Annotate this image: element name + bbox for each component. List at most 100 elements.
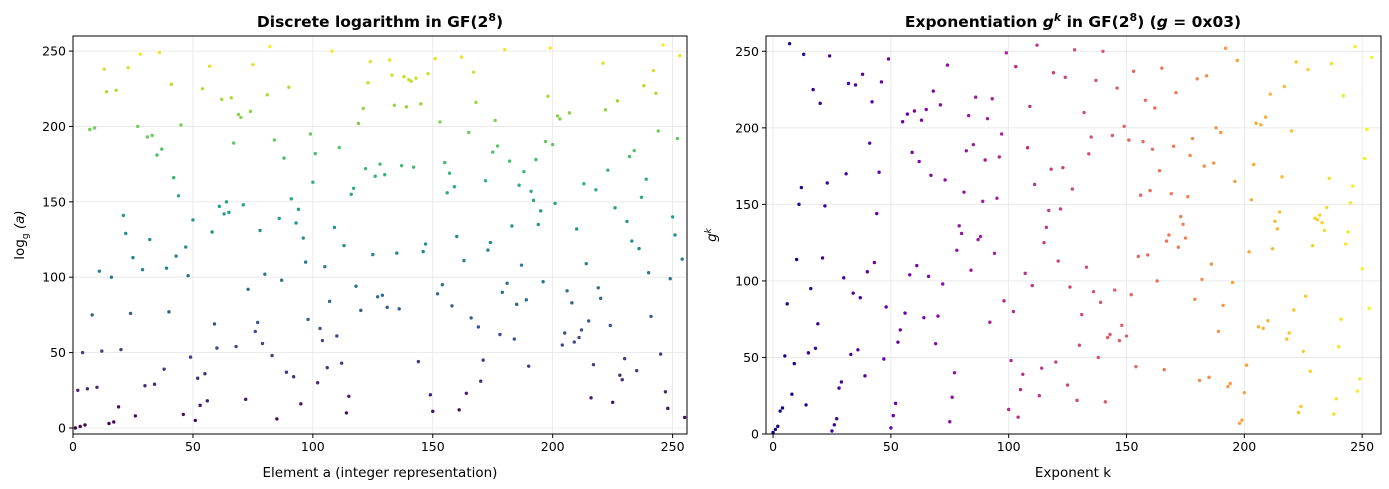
data-point (1183, 236, 1188, 240)
data-point (1160, 66, 1164, 70)
data-point (1318, 213, 1322, 217)
data-point (646, 270, 651, 275)
data-point (1320, 221, 1324, 225)
data-point (1146, 253, 1150, 257)
data-point (776, 424, 780, 429)
data-point (1016, 415, 1020, 419)
data-point (1240, 418, 1244, 422)
data-point (577, 335, 581, 340)
data-point (1124, 334, 1129, 338)
data-point (263, 272, 267, 276)
data-point (661, 43, 665, 47)
data-point (670, 215, 675, 219)
data-point (1275, 227, 1280, 231)
data-point (1369, 55, 1374, 60)
data-point (447, 171, 452, 175)
data-point (1367, 306, 1371, 311)
data-point (80, 350, 85, 355)
data-point (1195, 77, 1199, 81)
data-point (272, 138, 277, 142)
data-point (827, 54, 832, 58)
data-point (1138, 193, 1143, 197)
data-point (1155, 279, 1159, 283)
data-point (315, 381, 320, 385)
plot-frame (72, 35, 688, 435)
data-point (215, 346, 219, 350)
data-point (1346, 230, 1350, 234)
data-point (813, 346, 818, 350)
data-point (445, 191, 449, 195)
data-point (1037, 394, 1042, 398)
exponentiation-chart: Exponentiation gk in GF(28) (g = 0x03) 0… (704, 11, 1382, 481)
data-point (138, 52, 142, 56)
y-tick-label: 150 (42, 194, 66, 209)
data-point (512, 337, 517, 341)
data-point (200, 87, 205, 91)
data-point (1153, 106, 1157, 110)
data-point (220, 97, 224, 102)
data-point (851, 291, 855, 295)
data-point (658, 352, 663, 356)
data-point (811, 87, 815, 92)
data-point (1252, 162, 1256, 167)
data-point (88, 127, 92, 132)
data-point (385, 305, 389, 310)
data-point (107, 421, 111, 426)
data-point (162, 367, 166, 371)
data-point (73, 426, 78, 430)
data-point (1129, 293, 1133, 297)
data-point (875, 211, 879, 216)
title-main: Discrete logarithm in GF(2 (257, 13, 488, 31)
data-point (1256, 325, 1261, 329)
data-point (95, 385, 99, 389)
data-point (1353, 45, 1357, 49)
data-point (865, 270, 870, 274)
data-point (371, 252, 375, 257)
data-point (1169, 191, 1173, 196)
data-point (1327, 176, 1331, 181)
title-exponent: 8 (488, 11, 496, 24)
data-point (929, 173, 933, 177)
data-point (1282, 84, 1287, 89)
data-point (1329, 61, 1334, 66)
data-point (823, 204, 827, 208)
data-point (375, 295, 380, 299)
data-point (522, 169, 526, 174)
data-point (1115, 86, 1119, 90)
x-tick-label: 100 (997, 439, 1021, 454)
data-point (198, 403, 202, 408)
data-point (224, 200, 229, 204)
data-point (1303, 294, 1308, 298)
data-point (550, 142, 555, 147)
data-point (802, 52, 806, 57)
data-point (962, 190, 966, 194)
data-point (1072, 48, 1077, 52)
data-point (332, 225, 337, 230)
data-point (1141, 139, 1145, 144)
data-point (663, 390, 668, 394)
data-point (1306, 67, 1310, 72)
data-point (546, 94, 550, 99)
data-point (517, 183, 521, 187)
data-point (1209, 262, 1214, 266)
data-point (217, 204, 222, 209)
data-point (656, 129, 660, 133)
data-point (323, 264, 327, 269)
data-point (1077, 343, 1082, 347)
data-point (543, 139, 548, 144)
data-point (884, 305, 888, 309)
data-point (1162, 368, 1166, 372)
data-point (404, 105, 409, 109)
data-point (562, 331, 567, 335)
data-point (806, 351, 811, 355)
data-point (872, 260, 877, 265)
x-tick-label: 150 (1115, 439, 1139, 454)
data-point (1091, 289, 1096, 294)
y-axis-ticks: 0 50 100 150 200 250 (735, 44, 766, 442)
data-point (1094, 78, 1098, 83)
data-point (327, 299, 332, 304)
data-point (630, 239, 634, 243)
data-point (792, 361, 796, 366)
data-point (858, 296, 862, 300)
data-point (258, 228, 262, 233)
